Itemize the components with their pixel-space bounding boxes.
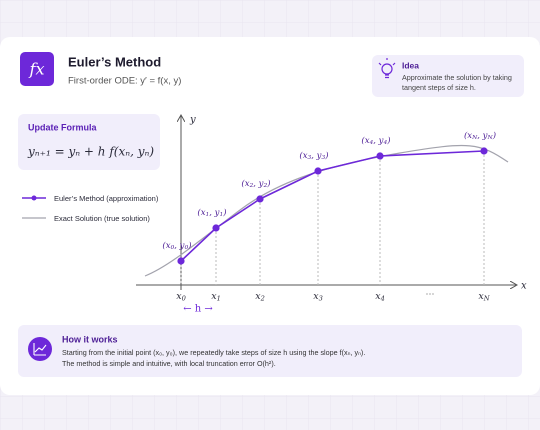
idea-title: Idea [402,60,419,70]
x-tick-label: x1 [211,291,221,303]
label-part: , y [311,151,321,161]
point-label: (x3, y3) [299,150,328,161]
subscript: N [483,294,490,302]
subscript: 2 [249,182,254,189]
how-icon-glyph [33,343,47,356]
label-part: x [313,291,319,302]
subscript: 0 [185,244,189,251]
label-part: x [255,291,261,302]
label-part: , y [174,241,184,251]
legend-dot [31,195,37,201]
point-label: (x4, y4) [361,135,390,146]
label-part: , y [477,131,487,141]
point-label: (x2, y2) [241,178,270,189]
label-part: (x [197,207,205,218]
label-part: ) [492,130,496,141]
euler-line [180,150,485,262]
subtitle: First-order ODE: y′ = f(x, y) [68,76,181,87]
how-line: The method is simple and intuitive, with… [62,359,276,368]
legend-label: Euler’s Method (approximation) [54,194,159,203]
point-label: (x1, y1) [197,207,226,218]
label-part: , y [373,136,383,146]
subscript: 3 [308,154,312,161]
label-part: x [375,291,381,302]
x-tick-label: x4 [375,291,385,303]
label-part: (x [299,150,307,161]
euler-point [376,152,384,160]
point-label: (xN, yN) [464,130,496,141]
subscript: 3 [319,294,323,302]
label-part: , y [253,179,263,189]
label-part: ) [222,207,226,218]
label-part: x [211,291,217,302]
title: Euler’s Method [68,54,161,69]
label-part: ) [187,240,191,251]
how-box [18,325,522,377]
subscript: 3 [322,154,326,161]
subscript: N [471,134,478,141]
subscript: 1 [206,211,210,218]
x-tick-label: x2 [255,291,265,303]
x-tick-label: x0 [176,291,186,303]
label-part: ) [386,135,390,146]
legend-label: Exact Solution (true solution) [54,214,150,223]
label-part: ) [324,150,328,161]
label-part: (x [361,135,369,146]
ellipsis: ··· [426,288,435,298]
idea-box [372,55,524,97]
euler-point [212,224,220,232]
idea-line: Approximate the solution by taking [402,73,512,82]
formula: yₙ₊₁ = yₙ + h f(xₙ, yₙ) [27,145,154,159]
euler-point [177,257,185,265]
how-line: Starting from the initial point (x₀, y₀)… [62,348,365,357]
euler-point [480,147,488,155]
euler-plot: (x0, y0)x0(x1, y1)x1(x2, y2)x2(x3, y3)x3… [162,130,496,303]
label-part: , y [209,208,219,218]
euler-point [314,167,322,175]
subscript: 4 [380,294,385,302]
subscript: 2 [260,294,265,302]
x-tick-label: x3 [313,291,323,303]
bulb-icon [378,58,396,79]
subscript: 0 [182,294,187,302]
label-part: (x [241,178,249,189]
subscript: 4 [369,139,374,146]
subscript: 1 [220,211,224,218]
label-part: (x [464,130,472,141]
how-title: How it works [62,334,118,344]
x-tick-label: xN [478,291,489,303]
icon-text: fx [29,60,45,79]
label-part: x [478,291,484,302]
idea-line: tangent steps of size h. [402,83,476,92]
subscript: 4 [383,139,388,146]
formula-box [18,114,160,170]
label-part: x [176,291,182,302]
point-label: (x0, y0) [162,240,191,251]
subscript: 0 [171,244,175,251]
label-part: (x [162,240,170,251]
step-size: ← h → [183,304,213,315]
formula-title: Update Formula [28,122,98,132]
icon-box [20,52,54,86]
x-axis-label: x [521,281,527,292]
subscript: 2 [263,182,268,189]
y-axis-label: y [189,115,196,126]
label-part: ) [266,178,270,189]
subscript: 1 [217,294,221,302]
euler-point [256,195,264,203]
subscript: N [487,134,494,141]
